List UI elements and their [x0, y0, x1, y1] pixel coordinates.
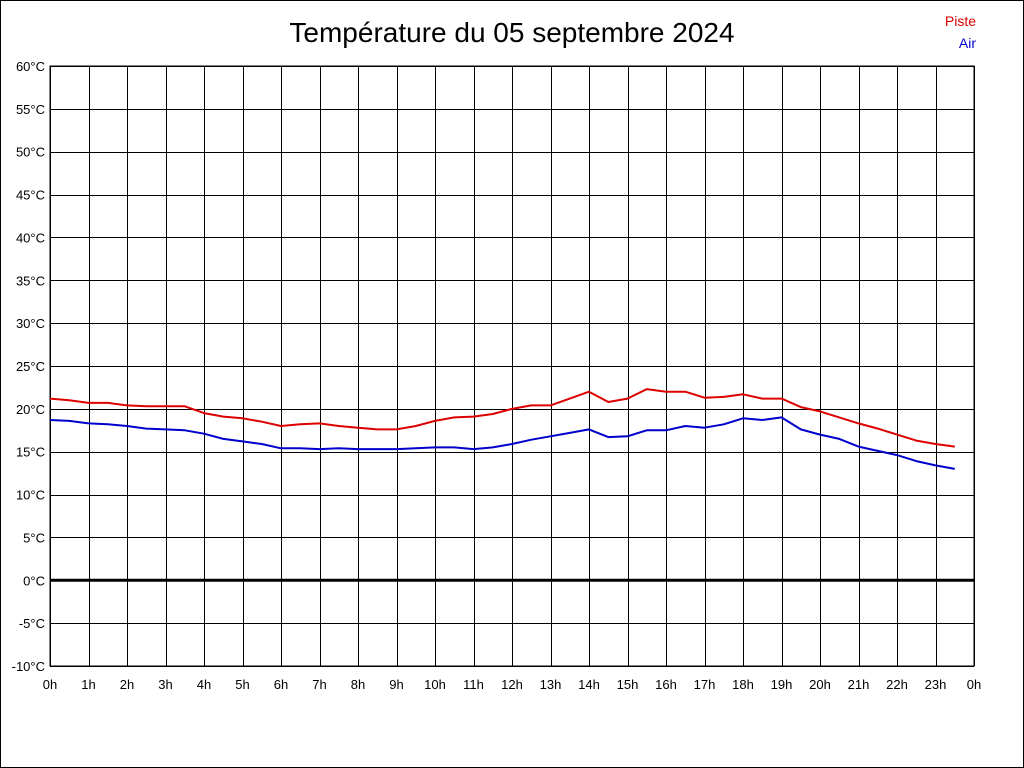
y-tick-label: 55°C — [16, 102, 45, 117]
y-tick-label: -5°C — [19, 616, 45, 631]
x-tick-label: 7h — [312, 677, 326, 692]
chart-title: Température du 05 septembre 2024 — [289, 17, 735, 48]
series-line-air — [49, 416, 955, 470]
x-tick-label: 19h — [771, 677, 793, 692]
y-tick-label: 0°C — [23, 573, 45, 588]
grid — [49, 65, 975, 667]
x-tick-label: 12h — [501, 677, 523, 692]
series-layer — [49, 388, 955, 470]
y-tick-label: 5°C — [23, 530, 45, 545]
y-tick-label: 20°C — [16, 402, 45, 417]
x-tick-label: 22h — [886, 677, 908, 692]
x-tick-label: 23h — [925, 677, 947, 692]
x-tick-label: 17h — [694, 677, 716, 692]
series-line-piste — [49, 388, 955, 448]
x-tick-label: 0h — [43, 677, 57, 692]
x-tick-label: 3h — [158, 677, 172, 692]
x-tick-label: 1h — [81, 677, 95, 692]
legend-air: Air — [958, 35, 976, 51]
legend-piste: Piste — [944, 13, 976, 29]
y-tick-label: 45°C — [16, 188, 45, 203]
x-tick-label: 18h — [732, 677, 754, 692]
x-tick-label: 20h — [809, 677, 831, 692]
x-tick-label: 4h — [197, 677, 211, 692]
x-tick-label: 5h — [235, 677, 249, 692]
x-axis-ticks: 0h 1h 2h 3h 4h 5h 6h 7h 8h 9h 10h 11h 12h 13h 14h 15h 16… — [43, 677, 981, 692]
x-tick-label: 16h — [655, 677, 677, 692]
x-tick-label: 21h — [848, 677, 870, 692]
x-tick-label: 15h — [617, 677, 639, 692]
y-tick-label: 35°C — [16, 273, 45, 288]
x-tick-label: 11h — [463, 677, 484, 692]
y-tick-label: 15°C — [16, 445, 45, 460]
y-tick-label: 25°C — [16, 359, 45, 374]
y-tick-label: 50°C — [16, 145, 45, 160]
x-tick-label: 9h — [389, 677, 403, 692]
y-axis-ticks: -10°C -5°C 0°C 5°C 10°C 15°C 20°C 25°C 30°C 35°C 4… — [12, 59, 45, 674]
x-tick-label: 0h — [967, 677, 981, 692]
y-tick-label: -10°C — [12, 659, 45, 674]
x-tick-label: 10h — [424, 677, 446, 692]
y-tick-label: 10°C — [16, 488, 45, 503]
x-tick-label: 6h — [274, 677, 288, 692]
x-tick-label: 8h — [351, 677, 365, 692]
y-tick-label: 30°C — [16, 316, 45, 331]
x-tick-label: 13h — [540, 677, 562, 692]
x-tick-label: 14h — [578, 677, 600, 692]
x-tick-label: 2h — [120, 677, 134, 692]
y-tick-label: 60°C — [16, 59, 45, 74]
y-tick-label: 40°C — [16, 230, 45, 245]
